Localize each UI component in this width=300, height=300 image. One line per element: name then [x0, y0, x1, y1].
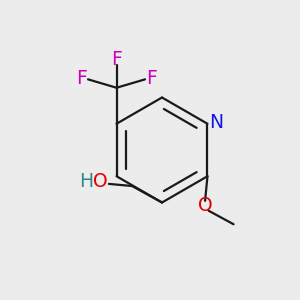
Text: F: F [76, 69, 87, 88]
Text: N: N [209, 113, 224, 132]
Text: F: F [146, 69, 157, 88]
Text: O: O [198, 196, 212, 214]
Text: O: O [93, 172, 108, 191]
Text: H: H [79, 172, 93, 191]
Text: F: F [111, 50, 122, 69]
